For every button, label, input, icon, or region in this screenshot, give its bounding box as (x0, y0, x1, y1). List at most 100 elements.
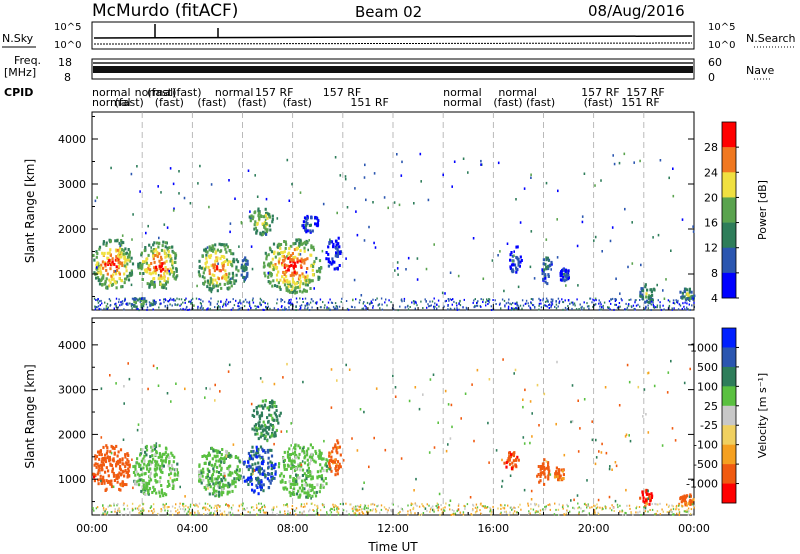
scatter-echoes-0 (94, 152, 696, 308)
cpid-upper-3: (fast) (172, 86, 201, 99)
colorbar-swatch (722, 172, 736, 198)
colorbar-tick-label: -25 (700, 419, 718, 432)
cpid-lower-7: normal (443, 96, 482, 109)
x-tick-label: 00:00 (76, 522, 108, 535)
echo-region (251, 399, 282, 442)
colorbar-tick-label: 8 (711, 267, 718, 280)
data-cells-1 (92, 358, 696, 517)
cpid-lower-1: (fast) (115, 96, 144, 109)
echo-region (503, 451, 520, 471)
echo-region (197, 242, 240, 293)
echo-region (541, 256, 553, 286)
velocity-panel: 4000 3000 2000 1000 Slant Range [km] 00:00 04:… (23, 317, 769, 535)
cpid-lower-9: (fast) (526, 96, 555, 109)
scatter-echoes-1 (92, 358, 691, 513)
y-tick-label: 4000 (58, 133, 86, 146)
colorbar-swatch (722, 347, 736, 368)
colorbar-tick-label: 25 (704, 400, 718, 413)
cpid-lower-10: (fast) (584, 96, 613, 109)
beam-title: Beam 02 (355, 3, 422, 21)
colorbar-swatch (722, 272, 736, 299)
colorbar-tick-label: -500 (693, 458, 718, 471)
echo-region (240, 256, 249, 282)
echo-region (301, 214, 320, 234)
colorbar-swatch (722, 386, 736, 407)
echo-region (553, 466, 565, 482)
echo-region (277, 443, 330, 499)
near-range-echoes-1 (93, 502, 696, 517)
x-tick-label: 12:00 (377, 522, 409, 535)
colorbar-swatch (722, 444, 736, 465)
colorbar-swatch (722, 247, 736, 274)
colorbar-swatch (722, 328, 736, 348)
echo-region (679, 493, 695, 507)
panel-frame-0 (91, 111, 695, 311)
echo-region (559, 267, 570, 283)
noise-tick-low-right: 10^0 (708, 40, 735, 51)
nsky-label: N.Sky (2, 32, 34, 45)
colorbar-swatch (722, 405, 736, 426)
x-tick-label: 04:00 (176, 522, 208, 535)
echo-region (248, 207, 274, 237)
power-panel: 4000 3000 2000 1000 Slant Range [km] 28 24 20 16… (23, 111, 769, 312)
noise-tick-high-right: 10^5 (708, 22, 735, 33)
colorbar-swatch (722, 122, 736, 148)
echo-region (197, 446, 242, 498)
x-tick-label: 16:00 (477, 522, 509, 535)
nave-tick-high: 60 (708, 56, 722, 69)
cpid-lower-5: (fast) (283, 96, 312, 109)
y-axis-label: Slant Range [km] (23, 159, 37, 263)
cpid-lower-8: (fast) (493, 96, 522, 109)
echo-region (126, 297, 157, 309)
colorbar-tick-label: 1000 (690, 341, 718, 354)
colorbar-tick-label: 12 (704, 242, 718, 255)
data-cells-0 (92, 152, 696, 312)
freq-nave-panel: Freq. [MHz] 18 8 60 0 Nave (4, 54, 774, 84)
colorbar-swatch (722, 222, 736, 249)
echo-region (639, 488, 654, 508)
cpid-lower-3: (fast) (197, 96, 226, 109)
y-tick-label: 1000 (58, 473, 86, 486)
nsearch-label: N.Search (746, 32, 796, 45)
cpid-upper-7: normal (443, 86, 482, 99)
echo-region (679, 287, 695, 302)
echo-region (92, 238, 135, 290)
cpid-upper-5: 157 RF (255, 86, 293, 99)
nave-tick-low: 0 (708, 71, 715, 84)
station-title: McMurdo (fitACF) (92, 1, 238, 21)
cpid-labels: normal normal(fast)(fast) normal 157 RF 157 … (92, 86, 665, 109)
colorbar-tick-label: -1000 (686, 478, 718, 491)
y-tick-label: 2000 (58, 428, 86, 441)
colorbar-tick-label: 20 (704, 191, 718, 204)
y-tick-label: 1000 (58, 268, 86, 281)
freq-tick-high: 18 (58, 56, 72, 69)
colorbar-swatch (722, 366, 736, 387)
y-tick-label: 2000 (58, 223, 86, 236)
cpid-label: CPID (4, 86, 33, 99)
colorbar-swatch (722, 197, 736, 223)
cpid-upper-2: (fast) (147, 86, 176, 99)
freq-label: Freq. (14, 54, 41, 67)
colorbar-0: 28 24 20 16 12 8 4 Power [dB] (704, 121, 769, 305)
noise-tick-high-left: 10^5 (54, 22, 81, 33)
nave-label: Nave (746, 64, 774, 77)
y-tick-label: 4000 (58, 339, 86, 352)
noise-panel: N.Sky 10^5 10^0 10^5 10^0 N.Search (2, 21, 796, 51)
colorbar-swatch (722, 425, 736, 445)
freq-unit: [MHz] (4, 66, 36, 79)
colorbar-tick-label: -100 (693, 439, 718, 452)
colorbar-label: Power [dB] (756, 180, 769, 240)
cpid-lower-2: (fast) (155, 96, 184, 109)
cpid-lower-6: 151 RF (350, 96, 388, 109)
cpid-upper-1: normal (135, 86, 174, 99)
y-axis-label: Slant Range [km] (23, 364, 37, 468)
colorbar-tick-label: 28 (704, 141, 718, 154)
y-tick-label: 3000 (58, 178, 86, 191)
cpid-upper-6: 157 RF (323, 86, 361, 99)
cpid-upper-4: normal (215, 86, 254, 99)
y-tick-label: 3000 (58, 384, 86, 397)
echo-region (242, 445, 277, 496)
cpid-lower-4: (fast) (237, 96, 266, 109)
date-title: 08/Aug/2016 (588, 2, 685, 20)
